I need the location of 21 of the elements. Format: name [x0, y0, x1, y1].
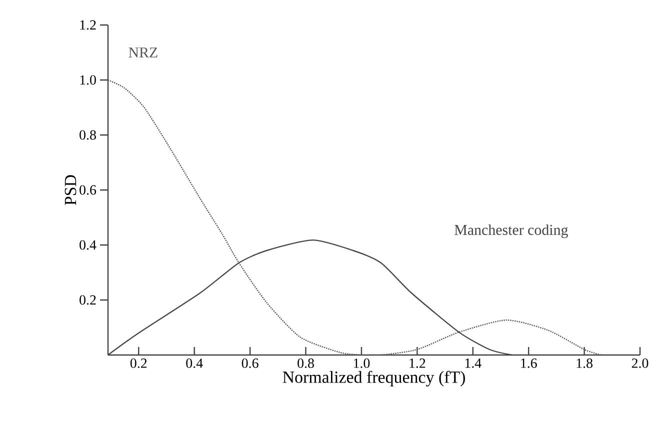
y-tick-label: 0.8 [80, 130, 96, 140]
x-tick-label: 0.6 [242, 358, 258, 368]
x-tick-label: 1.8 [576, 358, 592, 368]
series-label: NRZ [128, 48, 158, 58]
x-tick-label: 1.4 [465, 358, 482, 368]
text: 1.0 [354, 358, 370, 368]
y-tick-label: 0.2 [80, 295, 96, 305]
x-tick-label: 1.6 [521, 358, 537, 368]
line-series [108, 79, 602, 355]
x-tick-label: 1.2 [410, 358, 426, 368]
text: 2.0 [632, 358, 648, 368]
text: Manchester coding [454, 224, 568, 238]
y-tick-label: 1.2 [80, 20, 96, 30]
x-axis-title: Normalized frequency (fT) [282, 370, 465, 386]
y-axis-title: PSD [64, 175, 76, 206]
x-tick-label: 0.2 [130, 358, 147, 368]
x-tick-label: 0.4 [186, 358, 203, 368]
y-tick-label: 0.4 [80, 240, 96, 250]
text: 1.0 [80, 75, 96, 85]
x-tick-label: 0.8 [298, 358, 314, 368]
y-tick-label: 0.6 [80, 185, 96, 195]
